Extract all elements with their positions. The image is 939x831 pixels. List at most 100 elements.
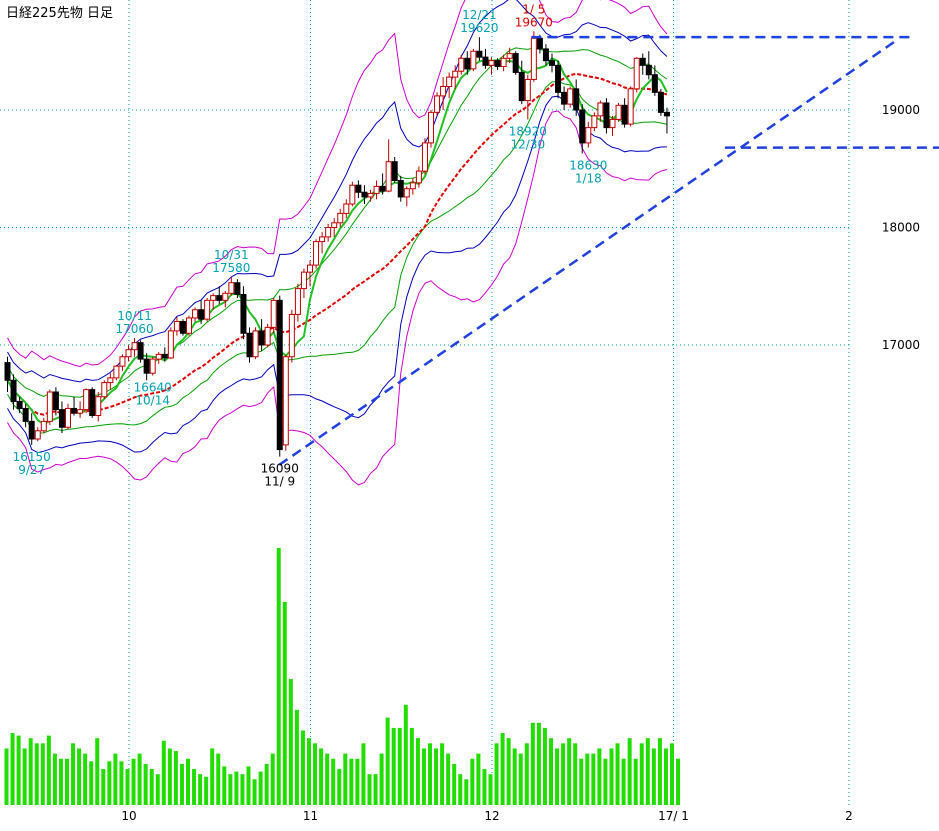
trendlines bbox=[278, 35, 939, 466]
volume-bar bbox=[585, 753, 590, 805]
volume-bar bbox=[276, 548, 281, 805]
volume-bar bbox=[476, 753, 481, 805]
candle bbox=[204, 298, 211, 322]
candle bbox=[252, 327, 259, 360]
candle-body bbox=[373, 185, 380, 194]
volume-bar bbox=[603, 758, 608, 805]
annotation-price: 18920 bbox=[509, 124, 547, 138]
ma-short-line bbox=[6, 57, 668, 426]
candle bbox=[179, 319, 186, 336]
candle-body bbox=[379, 185, 386, 192]
volume-bar bbox=[210, 748, 215, 805]
candle-body bbox=[222, 292, 229, 301]
candle bbox=[458, 54, 465, 75]
candle-body bbox=[585, 127, 592, 144]
candle-body bbox=[476, 50, 483, 58]
volume-bar bbox=[434, 748, 439, 805]
candle-body bbox=[325, 227, 332, 238]
volume-bar bbox=[125, 769, 130, 805]
volume-bar bbox=[530, 722, 535, 805]
annotation-date: 1/ 5 bbox=[522, 2, 545, 16]
candle-body bbox=[22, 407, 29, 422]
candle bbox=[470, 48, 477, 72]
volume-bar bbox=[458, 774, 463, 805]
candle bbox=[16, 396, 23, 414]
candle bbox=[627, 86, 634, 127]
volume-bar bbox=[325, 753, 330, 805]
candle bbox=[409, 178, 416, 195]
candle bbox=[337, 208, 344, 228]
candle-body bbox=[143, 358, 150, 374]
volume-bar bbox=[639, 743, 644, 805]
candle bbox=[385, 139, 392, 193]
candle bbox=[657, 88, 664, 116]
candle bbox=[307, 260, 313, 287]
volume-bar bbox=[28, 738, 33, 805]
candle bbox=[663, 107, 670, 134]
candle-body bbox=[506, 53, 513, 59]
volume-bar bbox=[252, 779, 257, 805]
volume-bar bbox=[222, 766, 227, 805]
candle bbox=[300, 268, 307, 298]
volume-bar bbox=[561, 743, 566, 805]
volume-bar bbox=[58, 758, 63, 805]
candle bbox=[367, 189, 374, 202]
candle bbox=[488, 57, 495, 75]
bollinger-lower-3 bbox=[7, 110, 668, 486]
volume-bar bbox=[452, 763, 457, 805]
candle-body bbox=[524, 78, 531, 102]
candle-body bbox=[240, 293, 247, 334]
candle bbox=[161, 347, 168, 362]
candle-body bbox=[77, 409, 84, 414]
volume-bar bbox=[428, 743, 432, 805]
volume-bar bbox=[542, 727, 547, 805]
volume-bar bbox=[34, 743, 39, 805]
candle bbox=[40, 417, 47, 434]
candle-body bbox=[458, 57, 465, 72]
chart-title: 日経225先物 日足 bbox=[6, 6, 113, 21]
volume-bar bbox=[670, 743, 674, 805]
volume-bar bbox=[482, 769, 487, 805]
volume-bar bbox=[204, 776, 209, 805]
candle-body bbox=[34, 430, 41, 440]
volume-bar bbox=[536, 722, 541, 805]
candle bbox=[361, 185, 368, 204]
annotation-date: 11/ 9 bbox=[264, 475, 295, 489]
volume-bar bbox=[549, 738, 553, 805]
candle-body bbox=[488, 60, 495, 66]
candle-body bbox=[470, 50, 477, 70]
volume-bar bbox=[10, 733, 15, 805]
candle-body bbox=[125, 349, 132, 358]
candle bbox=[101, 380, 108, 400]
volume-bar bbox=[633, 758, 638, 805]
candle bbox=[591, 112, 598, 132]
volume-bar bbox=[319, 748, 324, 805]
candle-body bbox=[131, 342, 138, 351]
annotation-date: 12/30 bbox=[511, 137, 546, 151]
candle bbox=[518, 60, 525, 105]
volume-bar bbox=[113, 753, 118, 805]
candle-body bbox=[542, 48, 549, 62]
candle bbox=[561, 86, 568, 110]
candle bbox=[125, 345, 132, 362]
candle-body bbox=[228, 282, 235, 294]
volume-bar bbox=[192, 769, 197, 805]
volume-bar bbox=[288, 679, 293, 805]
candle bbox=[585, 121, 592, 148]
candle-body bbox=[83, 389, 90, 411]
candle bbox=[137, 340, 144, 363]
volume-bar bbox=[22, 748, 27, 805]
volume-bar bbox=[179, 763, 184, 805]
candle-body bbox=[403, 188, 410, 198]
candle-body bbox=[452, 70, 459, 78]
candle-body bbox=[446, 76, 453, 87]
candle bbox=[113, 364, 120, 381]
volume-bar bbox=[307, 738, 311, 805]
volume-bar bbox=[186, 758, 190, 805]
candle-body bbox=[337, 212, 344, 224]
volume-bar bbox=[555, 748, 560, 805]
candle bbox=[567, 86, 574, 108]
volume-bar bbox=[621, 758, 626, 805]
candle-body bbox=[167, 330, 174, 359]
